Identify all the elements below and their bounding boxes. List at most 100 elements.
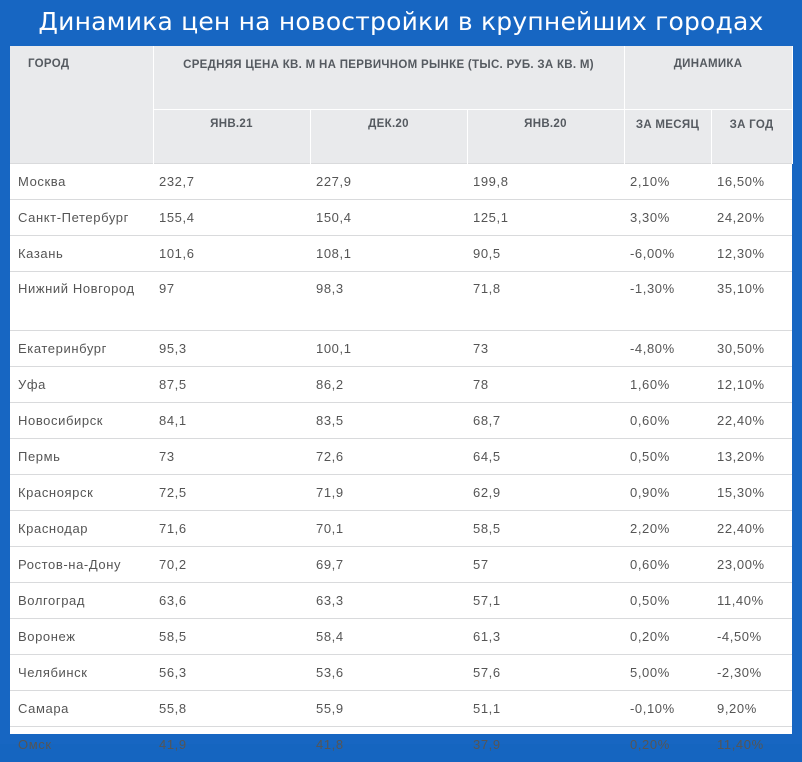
table-header: ГОРОД СРЕДНЯЯ ЦЕНА КВ. М НА ПЕРВИЧНОМ РЫ…	[10, 46, 792, 164]
cell-jan21: 73	[153, 439, 310, 475]
cell-year: 15,30%	[711, 475, 792, 511]
cell-city: Уфа	[10, 367, 153, 403]
col-header-price-group: СРЕДНЯЯ ЦЕНА КВ. М НА ПЕРВИЧНОМ РЫНКЕ (Т…	[153, 46, 624, 110]
cell-jan21: 71,6	[153, 511, 310, 547]
cell-jan21: 72,5	[153, 475, 310, 511]
cell-year: 13,20%	[711, 439, 792, 475]
cell-month: 0,50%	[624, 439, 711, 475]
cell-jan21: 56,3	[153, 655, 310, 691]
cell-jan20: 64,5	[467, 439, 624, 475]
cell-jan20: 51,1	[467, 691, 624, 727]
cell-month: 5,00%	[624, 655, 711, 691]
cell-year: 9,20%	[711, 691, 792, 727]
cell-dec20: 83,5	[310, 403, 467, 439]
cell-dec20: 55,9	[310, 691, 467, 727]
cell-city: Санкт-Петербург	[10, 200, 153, 236]
cell-year: -4,50%	[711, 619, 792, 655]
col-header-dec20: ДЕК.20	[310, 110, 467, 164]
header-row-groups: ГОРОД СРЕДНЯЯ ЦЕНА КВ. М НА ПЕРВИЧНОМ РЫ…	[10, 46, 792, 110]
cell-jan20: 90,5	[467, 236, 624, 272]
cell-jan20: 57,6	[467, 655, 624, 691]
cell-month: 0,60%	[624, 547, 711, 583]
cell-year: 11,40%	[711, 727, 792, 762]
cell-month: 0,20%	[624, 619, 711, 655]
cell-month: 2,20%	[624, 511, 711, 547]
col-header-jan20: ЯНВ.20	[467, 110, 624, 164]
cell-jan21: 63,6	[153, 583, 310, 619]
cell-dec20: 70,1	[310, 511, 467, 547]
cell-jan20: 78	[467, 367, 624, 403]
col-header-dynamics-group: ДИНАМИКА	[624, 46, 792, 110]
cell-jan21: 41,9	[153, 727, 310, 762]
cell-city: Самара	[10, 691, 153, 727]
cell-dec20: 108,1	[310, 236, 467, 272]
cell-jan20: 68,7	[467, 403, 624, 439]
cell-city: Челябинск	[10, 655, 153, 691]
cell-city: Волгоград	[10, 583, 153, 619]
cell-dec20: 227,9	[310, 164, 467, 200]
cell-year: 12,30%	[711, 236, 792, 272]
cell-jan20: 37,9	[467, 727, 624, 762]
cell-month: 0,90%	[624, 475, 711, 511]
cell-year: 12,10%	[711, 367, 792, 403]
cell-city: Москва	[10, 164, 153, 200]
col-header-month: ЗА МЕСЯЦ	[624, 110, 711, 164]
cell-month: -4,80%	[624, 331, 711, 367]
cell-month: 0,20%	[624, 727, 711, 762]
cell-month: -1,30%	[624, 272, 711, 331]
cell-month: 0,50%	[624, 583, 711, 619]
cell-dec20: 41,8	[310, 727, 467, 762]
cell-year: 22,40%	[711, 403, 792, 439]
cell-jan21: 84,1	[153, 403, 310, 439]
price-table-panel: ГОРОД СРЕДНЯЯ ЦЕНА КВ. М НА ПЕРВИЧНОМ РЫ…	[10, 46, 792, 734]
page-title: Динамика цен на новостройки в крупнейших…	[0, 0, 802, 44]
cell-jan20: 57,1	[467, 583, 624, 619]
cell-jan21: 155,4	[153, 200, 310, 236]
cell-jan21: 87,5	[153, 367, 310, 403]
cell-dec20: 63,3	[310, 583, 467, 619]
cell-month: -6,00%	[624, 236, 711, 272]
cell-year: 11,40%	[711, 583, 792, 619]
cell-city: Екатеринбург	[10, 331, 153, 367]
cell-city: Красноярск	[10, 475, 153, 511]
cell-dec20: 69,7	[310, 547, 467, 583]
cell-jan20: 125,1	[467, 200, 624, 236]
col-header-year: ЗА ГОД	[711, 110, 792, 164]
cell-month: 0,60%	[624, 403, 711, 439]
cell-year: 23,00%	[711, 547, 792, 583]
cell-jan20: 73	[467, 331, 624, 367]
cell-jan21: 55,8	[153, 691, 310, 727]
cell-month: 1,60%	[624, 367, 711, 403]
cell-dec20: 53,6	[310, 655, 467, 691]
cell-year: 16,50%	[711, 164, 792, 200]
cell-jan20: 62,9	[467, 475, 624, 511]
cell-jan20: 58,5	[467, 511, 624, 547]
cell-city: Краснодар	[10, 511, 153, 547]
cell-jan21: 70,2	[153, 547, 310, 583]
cell-city: Казань	[10, 236, 153, 272]
cell-city: Пермь	[10, 439, 153, 475]
cell-dec20: 100,1	[310, 331, 467, 367]
cell-jan20: 71,8	[467, 272, 624, 331]
cell-city: Нижний Новгород	[10, 272, 153, 331]
cell-jan20: 199,8	[467, 164, 624, 200]
cell-dec20: 98,3	[310, 272, 467, 331]
cell-dec20: 86,2	[310, 367, 467, 403]
cell-city: Воронеж	[10, 619, 153, 655]
cell-jan21: 95,3	[153, 331, 310, 367]
col-header-city: ГОРОД	[10, 46, 153, 164]
cell-year: 24,20%	[711, 200, 792, 236]
cell-city: Омск	[10, 727, 153, 762]
